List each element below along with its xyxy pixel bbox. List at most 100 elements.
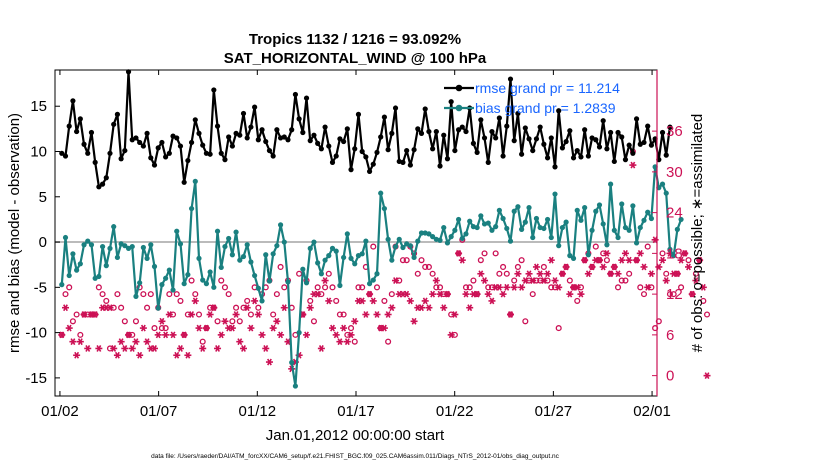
obs-possible-point [481, 250, 488, 257]
rmse-point [411, 147, 417, 153]
bias-point [144, 255, 150, 261]
obs-assimilated-stroke [470, 290, 476, 298]
obs-assimilated-point [388, 304, 396, 312]
obs-assimilated-stroke [671, 270, 677, 278]
obs-assimilated-stroke [274, 317, 280, 325]
obs-assimilated-stroke [548, 256, 554, 264]
obs-assimilated-stroke [545, 270, 551, 278]
rmse-point [322, 124, 328, 130]
bias-point [611, 227, 617, 233]
obs-assimilated-stroke [100, 304, 106, 312]
y-tick-label-right: 36 [666, 123, 683, 140]
obs-assimilated-stroke [359, 297, 365, 305]
rmse-point [663, 152, 669, 158]
rmse-point [378, 134, 384, 140]
obs-assimilated-stroke [634, 256, 640, 264]
rmse-point [504, 123, 510, 129]
obs-possible-point [325, 270, 332, 277]
obs-possible-point [229, 318, 236, 325]
bias-point [337, 282, 343, 289]
obs-assimilated-stroke [215, 345, 220, 352]
bias-point [589, 227, 595, 233]
obs-assimilated-point [417, 304, 425, 312]
bias-point [593, 208, 599, 214]
bias-point [570, 255, 577, 261]
rmse-point [337, 136, 343, 142]
bias-point [226, 235, 232, 242]
rmse-point [218, 150, 224, 156]
bias-point [530, 234, 536, 241]
rmse-point [344, 126, 350, 132]
obs-assimilated-point [644, 283, 652, 291]
rmse-point [622, 157, 629, 163]
bias-point [88, 242, 95, 248]
obs-assimilated-point [369, 297, 377, 305]
obs-possible-point [247, 311, 254, 318]
obs-assimilated-point [677, 256, 685, 264]
y-tick-label-right: 6 [666, 327, 674, 344]
obs-assimilated-stroke [259, 331, 265, 339]
obs-possible-point [703, 311, 711, 318]
obs-assimilated-stroke [163, 331, 169, 339]
obs-possible-point [670, 291, 677, 298]
obs-assimilated-point [584, 270, 592, 278]
bias-point [263, 252, 269, 258]
rmse-point [74, 128, 80, 135]
bias-point [430, 234, 436, 240]
rmse-point [600, 118, 606, 124]
bias-point [556, 243, 562, 249]
bias-point [359, 251, 365, 257]
obs-assimilated-point [158, 317, 166, 325]
rmse-point [578, 154, 584, 160]
obs-assimilated-stroke [237, 338, 243, 346]
obs-assimilated-stroke [122, 345, 128, 352]
chart-title-line2: SAT_HORIZONTAL_WIND @ 100 hPa [224, 50, 487, 67]
obs-assimilated-stroke [404, 290, 410, 298]
bias-series-layer [59, 164, 684, 389]
obs-assimilated-point [521, 277, 529, 284]
bias-point [281, 239, 287, 245]
rmse-point [556, 108, 562, 114]
obs-possible-point [214, 318, 221, 325]
obs-assimilated-stroke [515, 270, 521, 278]
bias-point [333, 248, 339, 254]
obs-assimilated-point [373, 311, 381, 318]
y-axis-label-left: rmse and bias (model - observation) [6, 113, 23, 353]
obs-assimilated-point [210, 304, 218, 312]
obs-assimilated-point [673, 270, 681, 278]
bias-point [363, 238, 369, 244]
obs-assimilated-point [699, 283, 707, 291]
rmse-point [626, 142, 632, 148]
bias-point [285, 279, 291, 285]
y-tick-label-left: 0 [39, 234, 47, 251]
x-tick-label: 01/17 [337, 403, 375, 420]
obs-assimilated-point [436, 290, 444, 298]
bias-point [633, 240, 640, 246]
obs-assimilated-stroke [114, 351, 120, 359]
obs-possible-point [144, 304, 151, 311]
obs-assimilated-point [121, 345, 129, 352]
rmse-point [255, 137, 261, 143]
rmse-point [296, 116, 302, 122]
bias-point [452, 227, 458, 233]
obs-assimilated-stroke [611, 263, 617, 271]
obs-assimilated-stroke [541, 277, 547, 284]
rmse-point [385, 147, 391, 153]
y-tick-label-right: 12 [666, 286, 683, 303]
rmse-point [66, 123, 72, 129]
rmse-point [574, 147, 580, 154]
obs-assimilated-stroke [678, 256, 684, 264]
obs-assimilated-stroke [448, 331, 454, 339]
bias-point [114, 254, 121, 261]
x-tick-label: 02/01 [633, 403, 671, 420]
bias-point [192, 178, 198, 184]
obs-assimilated-stroke [92, 311, 98, 318]
obs-assimilated-point [247, 324, 255, 332]
bias-point [274, 243, 280, 249]
rmse-point [177, 143, 184, 149]
obs-assimilated-point [403, 290, 411, 298]
obs-assimilated-point [61, 304, 69, 312]
obs-possible-point [422, 263, 429, 271]
bias-point [418, 230, 425, 236]
rmse-point [593, 137, 599, 143]
